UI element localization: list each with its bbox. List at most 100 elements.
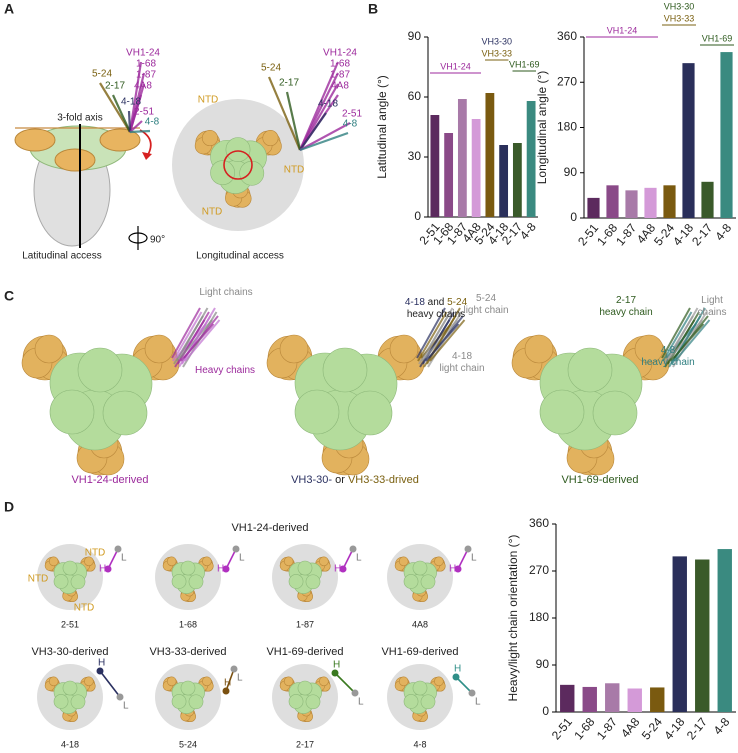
antibody-label: 2-51 xyxy=(342,109,362,120)
bar xyxy=(512,143,522,217)
antibody-stick xyxy=(129,129,151,134)
note-part: 5-24 xyxy=(476,293,496,304)
structure xyxy=(44,556,96,602)
x-tick-label: 4-18 xyxy=(661,715,687,743)
note-part: 2-17 xyxy=(616,295,636,306)
y-axis-label: Latitudinal angle (°) xyxy=(375,75,389,179)
group-title: VH1-69-derived xyxy=(381,646,458,658)
antibody-trace xyxy=(421,307,454,362)
y-tick-label: 0 xyxy=(542,704,549,718)
caption: VH1-24-derived xyxy=(71,474,148,486)
note: light chain xyxy=(463,305,508,316)
y-tick-label: 360 xyxy=(557,29,577,43)
y-tick-label: 0 xyxy=(414,209,421,223)
caption: Longitudinal access xyxy=(196,251,284,262)
antibody-label: 4A8 xyxy=(331,81,349,92)
heavy-label: H xyxy=(449,564,456,575)
caption: Latitudinal access xyxy=(22,251,102,262)
structure xyxy=(162,556,214,602)
rbd-blob xyxy=(305,574,321,590)
rbd-blob xyxy=(53,574,69,589)
heavy-label: H xyxy=(334,564,341,575)
rbd-blob xyxy=(180,560,196,576)
antibody-trace xyxy=(171,307,201,359)
x-tick-label: 4-8 xyxy=(517,220,539,243)
rbd-blob xyxy=(70,574,86,590)
rbd-blob xyxy=(294,389,340,435)
annotation: VH1-69 xyxy=(509,59,540,69)
bar xyxy=(444,133,454,217)
y-tick-label: 30 xyxy=(408,149,422,163)
ntd-blob xyxy=(319,676,329,687)
rbd-blob xyxy=(210,160,236,186)
rbd-blob xyxy=(188,574,204,590)
note-part: Light chains xyxy=(199,287,252,298)
antibody-label: 5-24 xyxy=(261,63,281,74)
structure xyxy=(194,130,282,208)
panel-label: D xyxy=(4,499,14,515)
heavy-label: H xyxy=(98,658,105,669)
ntd-blob xyxy=(48,676,59,687)
note: 2-17 xyxy=(616,295,636,306)
rbd-blob xyxy=(403,574,419,589)
note: 4-18 xyxy=(452,351,472,362)
antibody-label: 4-18 xyxy=(121,97,141,108)
note-part: heavy chain xyxy=(641,357,694,368)
y-tick-label: 90 xyxy=(536,657,550,671)
note: 4-8 xyxy=(661,345,676,356)
row-title: VH1-24-derived xyxy=(231,522,308,534)
ntd-blob xyxy=(166,676,177,687)
antibody-label: 2-17 xyxy=(105,81,125,92)
antibody-trace xyxy=(172,311,203,362)
rbd-blob xyxy=(412,680,428,696)
antibody-stick xyxy=(299,112,327,151)
heavy-dot xyxy=(222,687,230,695)
antibody-label: 1-68 xyxy=(136,59,156,70)
heavy-dot xyxy=(104,565,112,573)
bar xyxy=(717,549,732,712)
y-axis-label: Longitudinal angle (°) xyxy=(535,71,549,185)
ntd-side xyxy=(54,148,96,172)
bar xyxy=(701,181,714,218)
bar xyxy=(682,63,695,219)
light-dot xyxy=(232,545,240,553)
x-tick-label: 2-51 xyxy=(549,715,575,743)
heavy-label: H xyxy=(217,564,224,575)
heavy-dot xyxy=(452,673,460,681)
x-tick-label: 2-17 xyxy=(684,715,710,743)
rbd-blob xyxy=(188,694,204,710)
antibody-trace xyxy=(176,307,209,362)
light-dot xyxy=(468,689,476,697)
item-label: 2-51 xyxy=(61,619,79,629)
antibody-trace xyxy=(429,319,466,362)
rbd-blob xyxy=(53,694,69,709)
antibody-stick xyxy=(99,82,131,133)
caption-part: or xyxy=(332,474,348,486)
ntd-blob xyxy=(202,556,212,567)
note: Heavy chains xyxy=(195,365,255,376)
ntd-blob xyxy=(634,334,664,364)
y-tick-label: 90 xyxy=(408,29,422,43)
axis-label: 3-fold axis xyxy=(57,113,103,124)
rbd-blob xyxy=(62,680,78,696)
bar xyxy=(606,185,619,218)
bar xyxy=(499,145,509,217)
antibody-label: 1-68 xyxy=(330,59,350,70)
note: 5-24 xyxy=(476,293,496,304)
annotation: VH1-24 xyxy=(440,61,471,71)
note: 4-18 and 5-24 xyxy=(405,297,468,308)
ntd-blob xyxy=(201,130,218,147)
annotation: VH3-33 xyxy=(664,13,695,23)
note: chains xyxy=(698,307,727,318)
rbd-blob xyxy=(70,694,86,710)
caption-part: VH3-30- xyxy=(291,474,332,486)
item-label: 4A8 xyxy=(412,619,428,629)
rbd-blob xyxy=(288,694,304,709)
antibody-trace xyxy=(183,315,219,359)
light-label: L xyxy=(121,553,127,564)
annotation: VH1-69 xyxy=(702,33,733,43)
rbd-blob xyxy=(305,694,321,710)
item-label: 5-24 xyxy=(179,739,197,749)
x-tick-label: 4A8 xyxy=(618,715,643,741)
item-label: 1-68 xyxy=(179,619,197,629)
